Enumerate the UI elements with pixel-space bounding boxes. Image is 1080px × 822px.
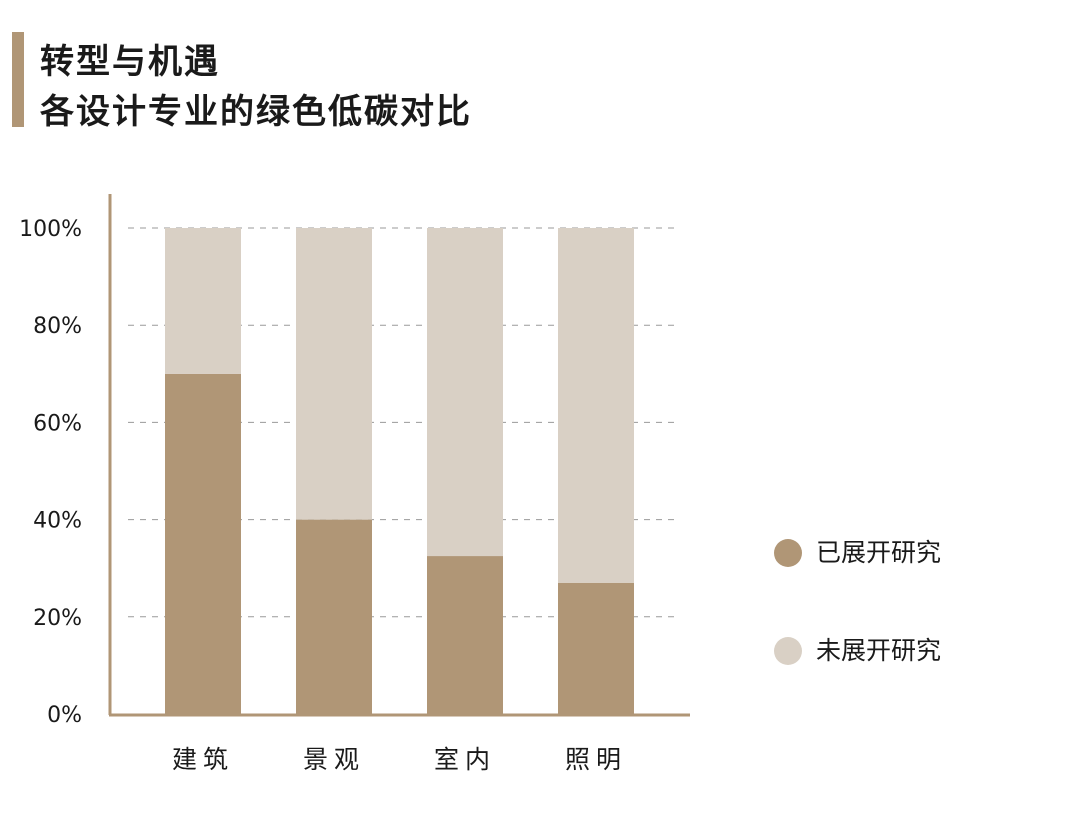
title-accent-bar	[12, 32, 24, 127]
y-tick-label: 100%	[19, 217, 82, 242]
y-tick-label: 20%	[33, 606, 82, 631]
legend-label-not-researched: 未展开研究	[816, 636, 942, 665]
x-tick-label: 景观	[303, 745, 365, 774]
chart-title: 转型与机遇	[40, 42, 220, 82]
y-tick-label: 80%	[33, 314, 82, 339]
y-tick-label: 40%	[33, 509, 82, 534]
bar-segment-researched	[296, 519, 372, 714]
x-tick-label: 建筑	[172, 745, 234, 774]
chart-subtitle: 各设计专业的绿色低碳对比	[40, 92, 472, 132]
y-tick-label: 60%	[33, 411, 82, 436]
bar-segment-not-researched	[296, 228, 372, 520]
bar-segment-researched	[558, 582, 634, 714]
bar-segment-not-researched	[165, 228, 241, 374]
legend-swatch-researched	[774, 539, 802, 567]
bar-segment-not-researched	[558, 228, 634, 583]
x-tick-label: 室内	[434, 745, 496, 774]
legend-swatch-not-researched	[774, 637, 802, 665]
bar-segment-researched	[427, 556, 503, 714]
x-tick-label: 照明	[565, 745, 627, 774]
y-tick-label: 0%	[47, 703, 82, 728]
legend-label-researched: 已展开研究	[816, 538, 942, 567]
bar-segment-researched	[165, 373, 241, 714]
bar-segment-not-researched	[427, 228, 503, 557]
